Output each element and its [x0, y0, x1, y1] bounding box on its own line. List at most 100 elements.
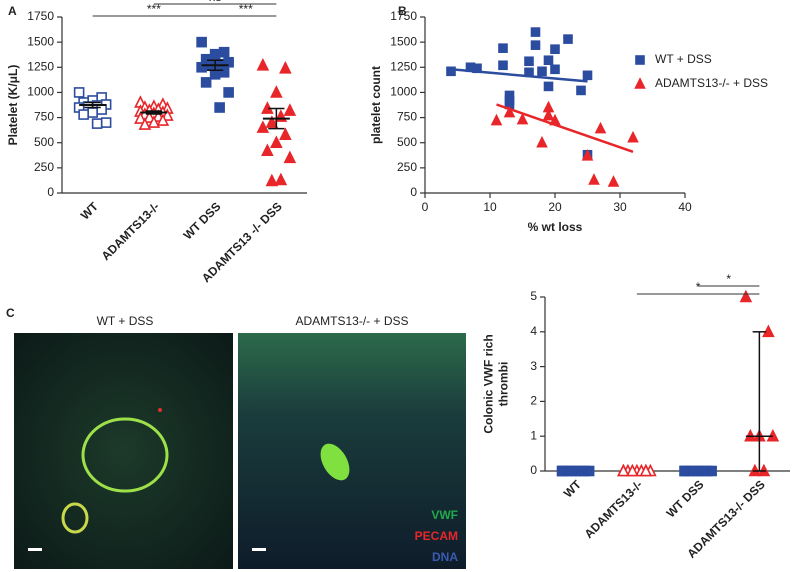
y-tick-label: 0: [530, 463, 537, 477]
panel-label: A: [8, 4, 17, 18]
point: [537, 66, 547, 77]
x-tick-label: WT: [561, 477, 585, 501]
micrograph-title: ADAMTS13-/- + DSS: [295, 314, 408, 328]
point: [283, 150, 297, 164]
y-tick-label: 4: [530, 324, 537, 338]
panel-label: B: [398, 4, 407, 18]
point: [446, 66, 456, 77]
point: [627, 130, 639, 143]
micrograph-title: WT + DSS: [97, 314, 154, 328]
point: [96, 104, 107, 115]
point: [543, 55, 554, 66]
y-tick-label: 1750: [27, 9, 54, 23]
y-axis-label: Colonic VWF rich: [482, 334, 496, 433]
point: [583, 465, 595, 477]
point: [78, 109, 89, 120]
y-axis-label: platelet count: [369, 66, 383, 144]
panel-label: C: [6, 306, 15, 320]
x-tick-label: 10: [483, 200, 497, 214]
point: [565, 465, 577, 477]
point: [223, 87, 234, 98]
y-axis-label: Platelet (K/μL): [6, 65, 20, 146]
significance-label: *: [696, 280, 701, 294]
y-tick-label: 1: [530, 428, 537, 442]
stain-label: VWF: [431, 508, 458, 522]
point: [739, 289, 753, 303]
point: [639, 463, 653, 477]
point: [536, 135, 548, 148]
point: [100, 117, 112, 128]
point: [196, 36, 207, 48]
y-tick-label: 0: [410, 185, 417, 199]
y-tick-label: 1000: [27, 85, 54, 99]
point: [87, 107, 98, 118]
point: [626, 463, 639, 477]
micrograph: [14, 333, 233, 569]
point: [73, 87, 85, 98]
point: [688, 465, 699, 477]
stain-label: DNA: [432, 550, 458, 564]
point: [134, 111, 147, 124]
y-tick-label: 1750: [390, 9, 417, 23]
point: [490, 113, 503, 126]
point: [697, 465, 708, 477]
y-tick-label: 500: [34, 135, 54, 149]
point: [550, 44, 560, 54]
point: [542, 108, 555, 121]
legend-marker: [635, 55, 645, 65]
point: [582, 70, 593, 81]
point: [209, 69, 221, 80]
legend-label: ADAMTS13-/- + DSS: [655, 76, 768, 90]
y-tick-label: 250: [34, 160, 54, 174]
point: [91, 118, 103, 129]
point: [218, 67, 230, 78]
y-tick-label: 500: [397, 135, 417, 149]
point: [256, 57, 270, 71]
x-tick-label: 20: [548, 200, 562, 214]
point: [200, 77, 212, 88]
x-axis-label: % wt loss: [528, 220, 583, 234]
micrograph: [238, 333, 466, 569]
point: [530, 27, 541, 37]
point: [588, 173, 600, 185]
point: [516, 112, 529, 125]
point: [617, 463, 630, 477]
y-tick-label: 5: [530, 289, 537, 303]
y-tick-label: 2: [530, 394, 537, 408]
x-tick-label: WT: [78, 199, 102, 223]
point: [706, 465, 717, 477]
point: [218, 46, 230, 58]
x-tick-label: ADAMTS13-/-: [99, 199, 163, 263]
point: [156, 113, 170, 126]
y-tick-label: 750: [397, 110, 417, 124]
point: [147, 115, 161, 128]
point: [503, 105, 516, 118]
y-tick-label: 250: [397, 160, 417, 174]
point: [270, 135, 283, 149]
point: [261, 143, 274, 157]
point: [524, 56, 534, 67]
y-tick-label: 1000: [390, 85, 417, 99]
point: [274, 172, 288, 186]
legend-marker: [634, 77, 646, 89]
point: [279, 61, 292, 74]
point: [556, 465, 568, 477]
point: [581, 149, 594, 161]
point: [196, 61, 207, 73]
point: [543, 81, 554, 92]
fit-line: [450, 68, 588, 83]
significance-label: ns: [209, 0, 222, 4]
x-tick-label: ADAMTS13-/-: [582, 477, 646, 541]
y-tick-label: 3: [530, 359, 537, 373]
point: [138, 117, 152, 130]
stain-label: PECAM: [415, 529, 458, 543]
x-tick-label: 30: [613, 200, 627, 214]
y-axis-label: thrombi: [497, 362, 511, 407]
significance-label: ***: [147, 2, 161, 16]
point: [576, 85, 586, 96]
y-tick-label: 1250: [390, 59, 417, 73]
point: [270, 85, 283, 98]
legend-label: WT + DSS: [655, 52, 712, 66]
point: [679, 465, 690, 477]
